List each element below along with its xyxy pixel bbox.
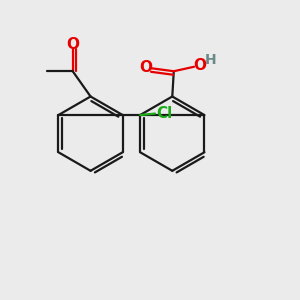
Text: O: O (66, 37, 79, 52)
Text: O: O (194, 58, 206, 73)
Text: H: H (205, 53, 216, 67)
Text: O: O (140, 60, 153, 75)
Text: Cl: Cl (156, 106, 172, 121)
